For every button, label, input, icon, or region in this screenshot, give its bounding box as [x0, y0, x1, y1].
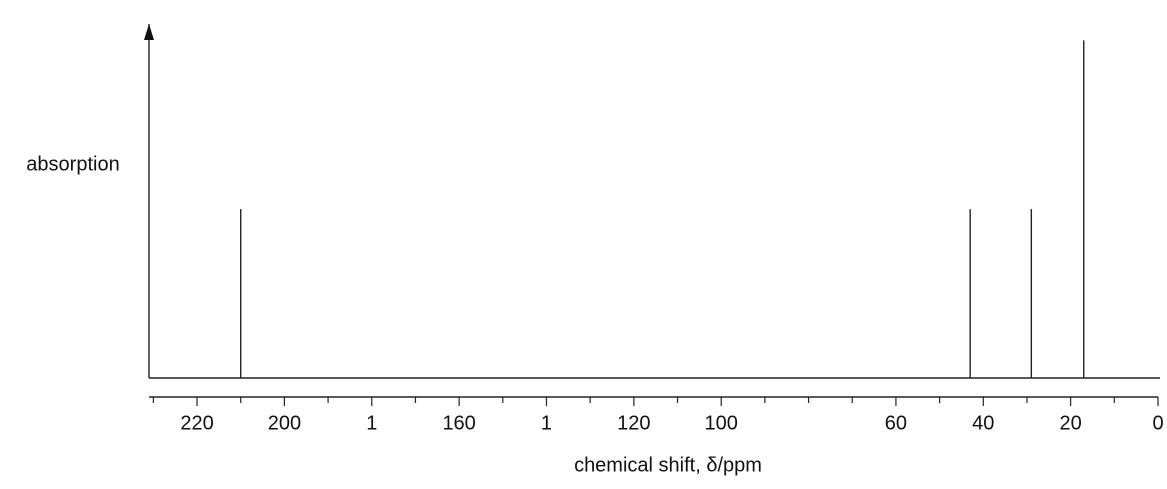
- x-tick-label: 0: [1152, 412, 1163, 434]
- x-tick-label: 1: [366, 412, 377, 434]
- x-tick-label: 40: [972, 412, 994, 434]
- x-axis-label: chemical shift, δ/ppm: [574, 454, 762, 476]
- x-tick-label: 1: [541, 412, 552, 434]
- x-tick-label: 200: [268, 412, 301, 434]
- x-tick-label: 100: [705, 412, 738, 434]
- x-tick-label: 160: [442, 412, 475, 434]
- y-axis-label: absorption: [26, 153, 119, 175]
- x-tick-label: 220: [180, 412, 213, 434]
- x-tick-label: 20: [1060, 412, 1082, 434]
- x-tick-label: 120: [617, 412, 650, 434]
- x-tick-label: 60: [885, 412, 907, 434]
